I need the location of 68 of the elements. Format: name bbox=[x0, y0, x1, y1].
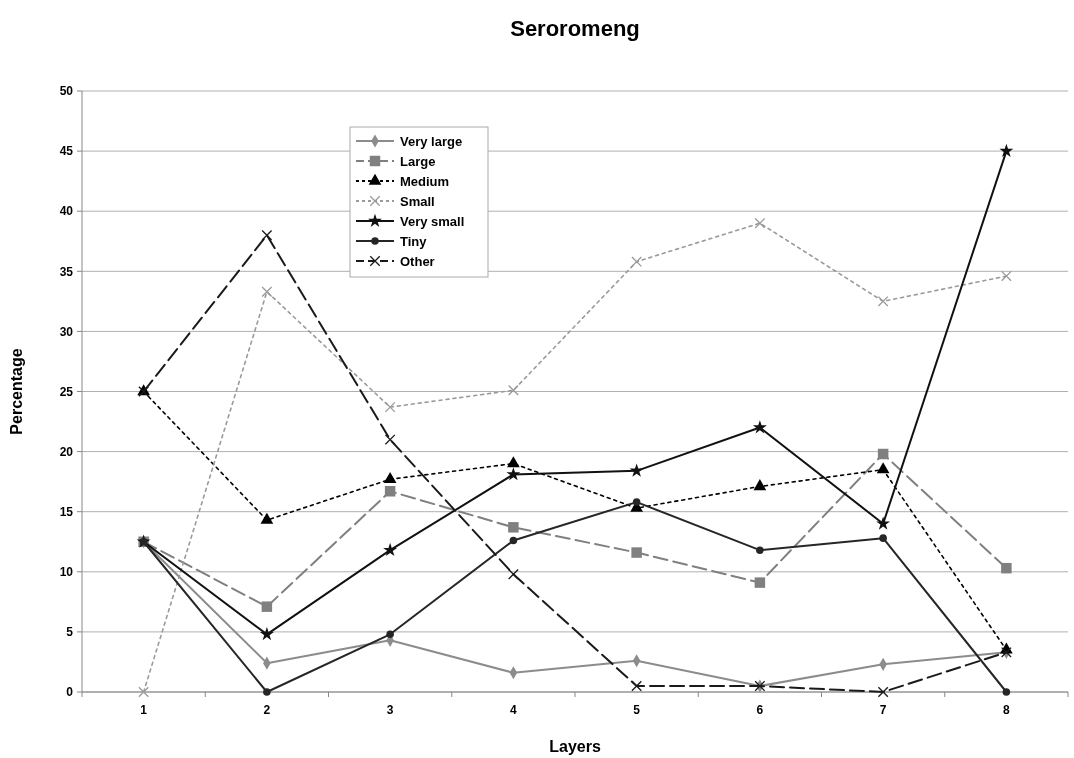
legend-label: Other bbox=[400, 253, 435, 269]
x-tick-label: 6 bbox=[756, 703, 764, 717]
legend-label: Medium bbox=[400, 173, 450, 189]
y-tick-label: 0 bbox=[66, 685, 74, 700]
point bbox=[877, 686, 889, 698]
x-tick-label: 4 bbox=[510, 703, 518, 717]
point bbox=[631, 256, 642, 268]
legend-label: Very large bbox=[400, 133, 463, 149]
point bbox=[384, 401, 396, 413]
chart-title: Seroromeng bbox=[510, 16, 640, 41]
point bbox=[261, 286, 273, 298]
point bbox=[756, 546, 764, 554]
point bbox=[507, 456, 520, 468]
y-tick-label: 50 bbox=[59, 84, 74, 99]
point bbox=[631, 680, 642, 692]
point bbox=[632, 498, 641, 506]
point bbox=[261, 229, 273, 241]
y-tick-label: 20 bbox=[59, 444, 74, 459]
point bbox=[1001, 562, 1012, 574]
x-axis-title: Layers bbox=[549, 738, 601, 755]
point bbox=[753, 479, 767, 491]
x-tick-label: 2 bbox=[263, 703, 271, 717]
point bbox=[259, 626, 274, 641]
legend-label: Tiny bbox=[400, 233, 428, 249]
y-tick-label: 10 bbox=[59, 565, 74, 579]
point bbox=[877, 448, 889, 460]
point bbox=[754, 217, 766, 229]
point bbox=[1002, 688, 1011, 696]
legend-label: Small bbox=[400, 193, 435, 209]
point bbox=[877, 295, 889, 307]
point bbox=[876, 516, 891, 530]
point bbox=[508, 522, 519, 533]
x-tick-label: 3 bbox=[386, 703, 394, 717]
point bbox=[876, 462, 890, 474]
point bbox=[384, 434, 396, 445]
point bbox=[506, 467, 521, 481]
legend-label: Very small bbox=[400, 213, 465, 229]
point bbox=[383, 471, 397, 483]
legend-label: Large bbox=[400, 153, 436, 169]
point bbox=[999, 143, 1014, 158]
x-tick-label: 5 bbox=[633, 703, 641, 717]
y-tick-label: 25 bbox=[59, 384, 74, 399]
point bbox=[629, 463, 644, 477]
point bbox=[508, 384, 519, 396]
point bbox=[508, 568, 519, 580]
point bbox=[752, 420, 767, 434]
point bbox=[263, 688, 271, 696]
point bbox=[138, 686, 149, 698]
y-tick-label: 15 bbox=[59, 504, 74, 519]
y-tick-label: 45 bbox=[59, 144, 74, 159]
x-tick-label: 7 bbox=[879, 703, 887, 717]
y-tick-label: 35 bbox=[59, 264, 74, 279]
point bbox=[631, 547, 642, 558]
y-axis-title: Percentage bbox=[8, 348, 25, 435]
y-tick-label: 30 bbox=[59, 324, 74, 339]
y-tick-label: 40 bbox=[59, 204, 74, 219]
point bbox=[754, 577, 766, 588]
y-tick-label: 5 bbox=[66, 625, 74, 640]
point bbox=[879, 534, 887, 542]
point bbox=[384, 486, 396, 497]
point bbox=[386, 630, 394, 639]
point bbox=[509, 536, 518, 545]
point bbox=[383, 542, 398, 557]
x-tick-label: 8 bbox=[1003, 703, 1011, 717]
point bbox=[260, 512, 274, 524]
point bbox=[261, 601, 273, 612]
x-tick-label: 1 bbox=[140, 703, 148, 717]
point bbox=[1001, 270, 1012, 282]
